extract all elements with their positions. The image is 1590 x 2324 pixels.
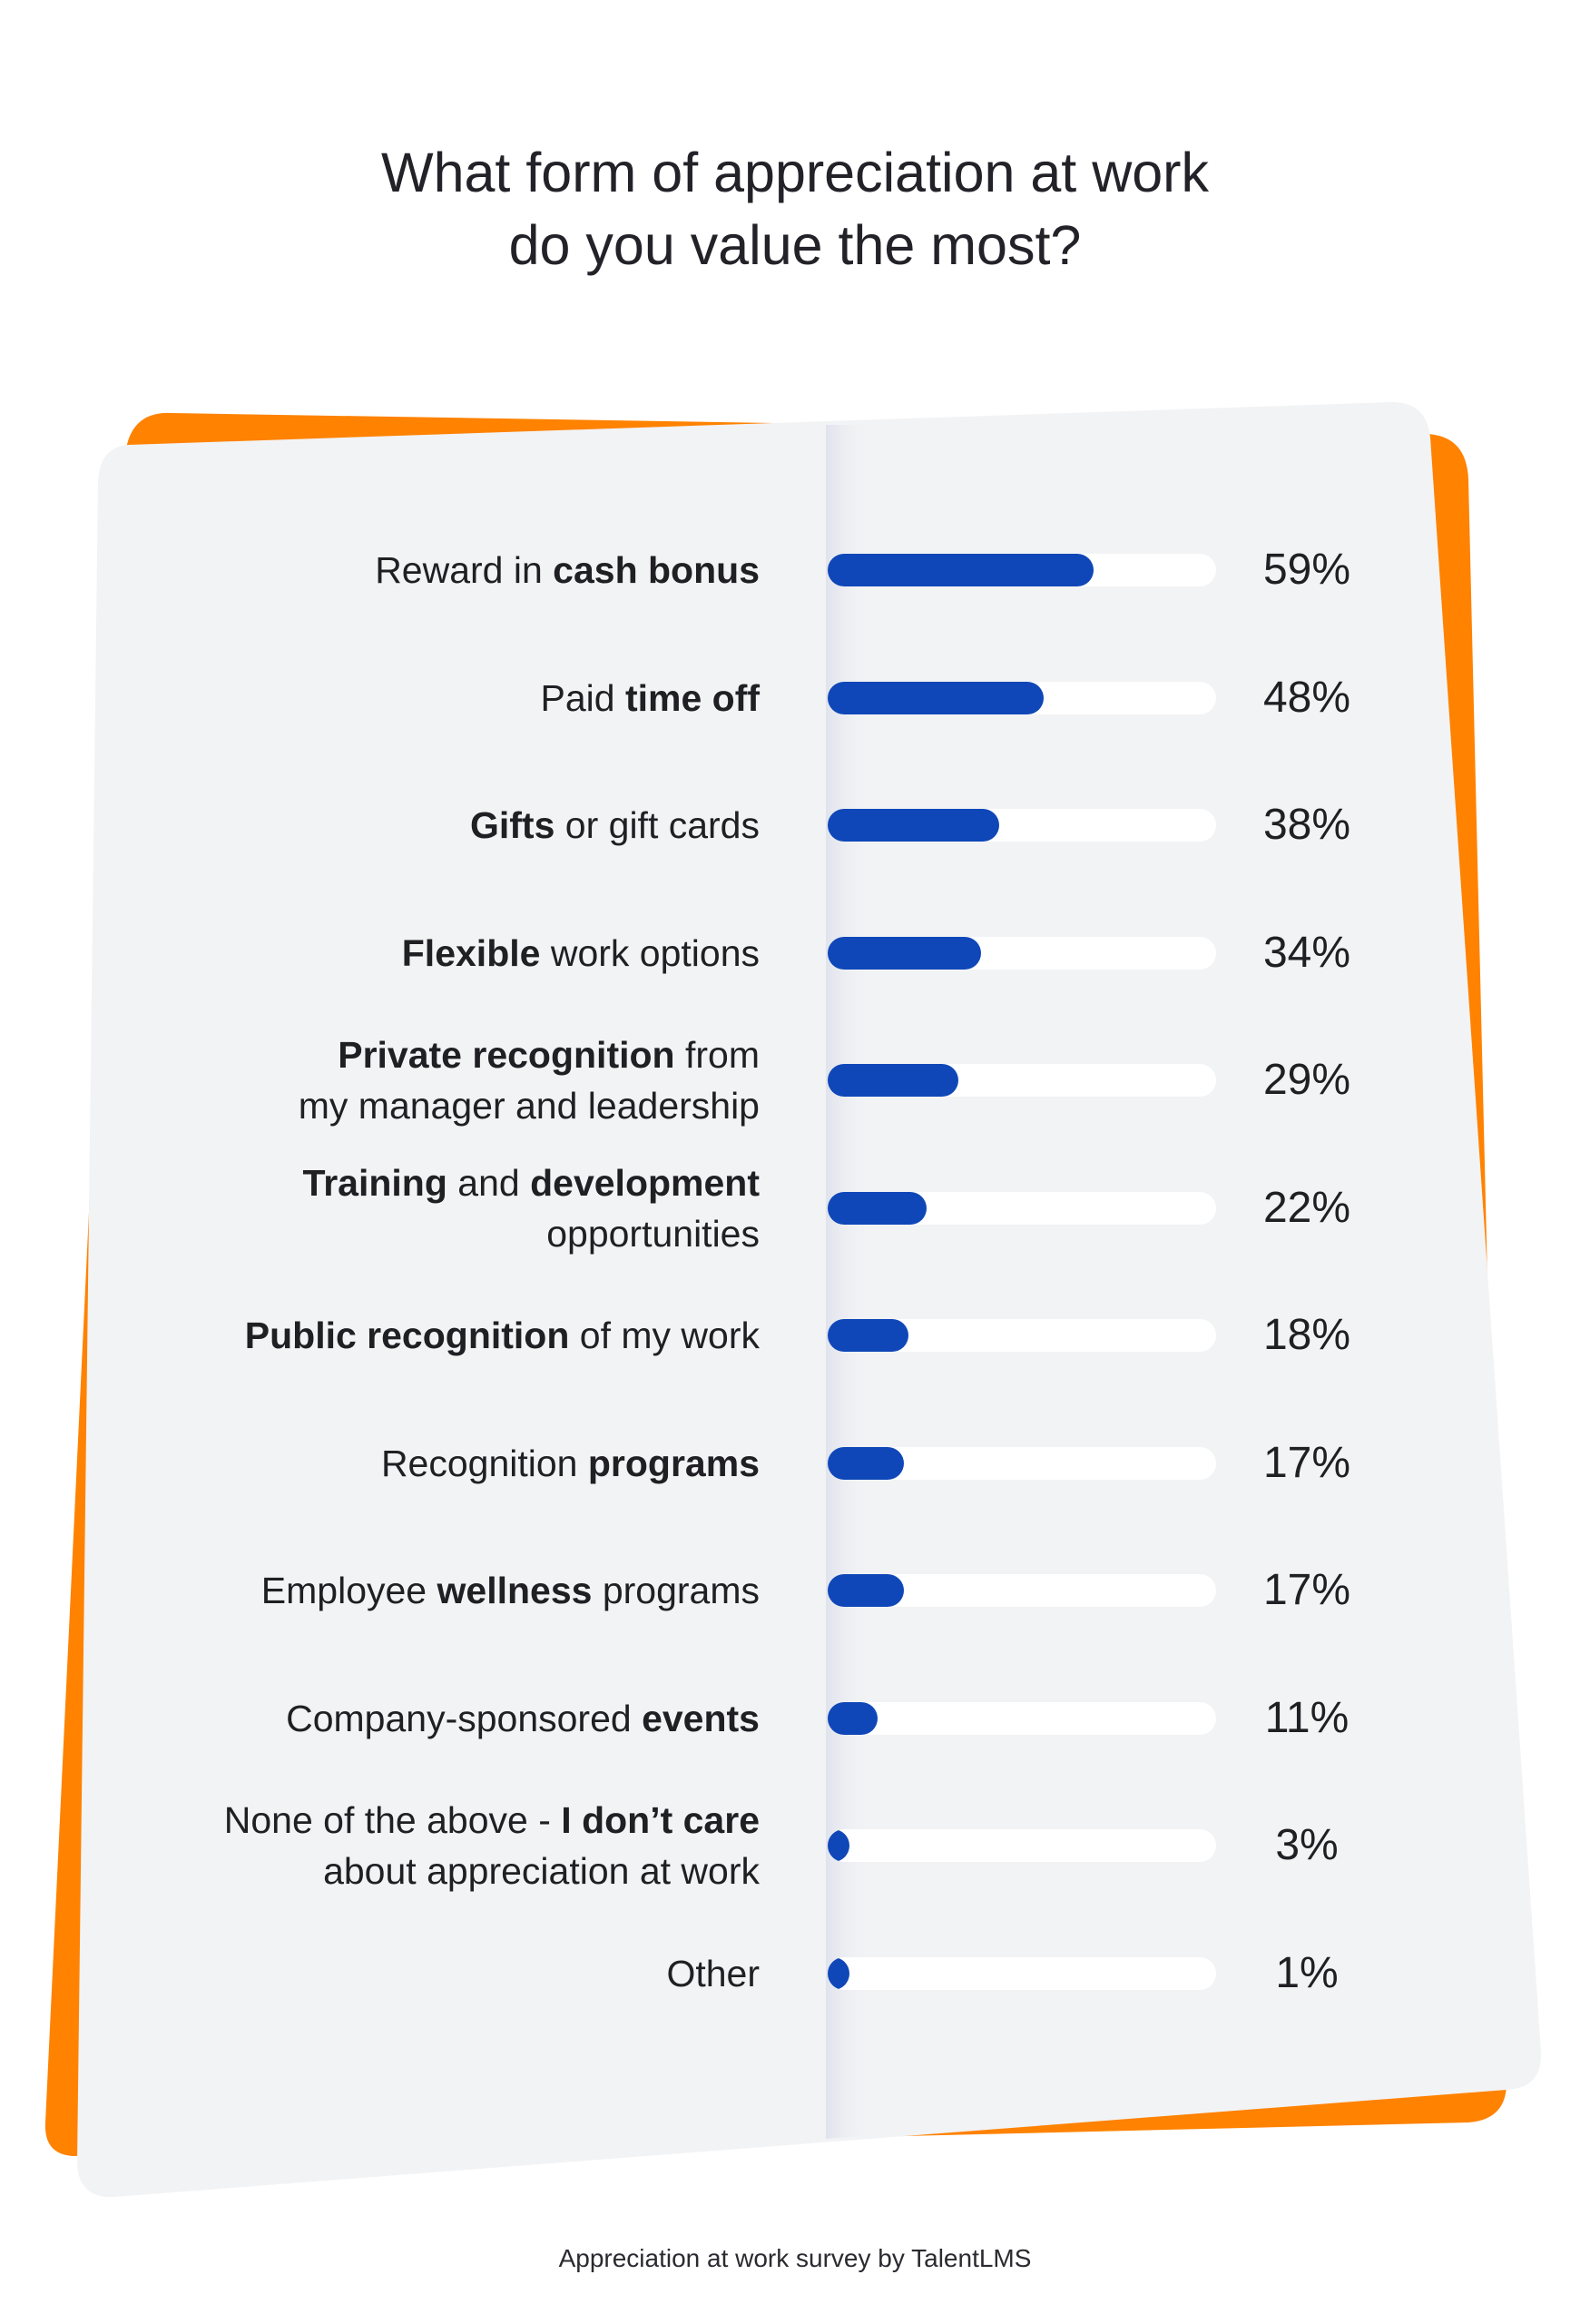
bar [828, 1191, 928, 1225]
bar [828, 1446, 905, 1480]
bar [828, 554, 1094, 586]
value-label: 59% [1262, 546, 1351, 594]
category-label: Company-sponsored events [286, 1697, 760, 1739]
title-line-2: do you value the most? [508, 214, 1082, 276]
bar-track [828, 936, 1216, 970]
category-label: Other [666, 1952, 760, 1994]
paper-card [77, 401, 1542, 2198]
value-label: 18% [1262, 1311, 1351, 1359]
value-label: 48% [1262, 673, 1351, 722]
value-label: 17% [1262, 1438, 1351, 1487]
category-label: Private recognition from my manager and l… [298, 1034, 760, 1127]
value-label: 1% [1275, 1948, 1339, 1997]
bar [828, 1701, 878, 1735]
bar [828, 1574, 905, 1607]
source-footnote: Appreciation at work survey by TalentLMS [558, 2244, 1032, 2272]
category-label: Flexible work options [401, 931, 760, 974]
bar-track [828, 1319, 1216, 1352]
value-label: 22% [1262, 1183, 1351, 1232]
category-label: Gifts or gift cards [470, 804, 760, 846]
title-line-1: What form of appreciation at work [381, 142, 1209, 203]
bar [828, 809, 999, 842]
bar-track [828, 554, 1216, 586]
category-label: Employee wellness programs [260, 1570, 760, 1611]
category-label: Paid time off [540, 676, 761, 719]
value-label: 3% [1275, 1821, 1339, 1869]
bar-track [828, 1191, 1216, 1225]
bar-track [828, 1956, 1216, 1990]
chart-title: What form of appreciation at work do you… [0, 136, 1590, 281]
category-label: Recognition programs [380, 1442, 760, 1484]
bar [828, 681, 1045, 714]
bar-track [828, 1829, 1216, 1862]
value-label: 17% [1262, 1566, 1351, 1614]
bar [828, 1829, 849, 1862]
value-label: 38% [1262, 801, 1351, 849]
category-label: Training and development opportunities [302, 1161, 760, 1255]
value-label: 29% [1262, 1056, 1351, 1104]
bar-track [828, 809, 1216, 842]
category-label: Public recognition of my work [244, 1315, 760, 1356]
category-label: None of the above - I don’t care about ap… [223, 1799, 760, 1892]
category-label: Reward in cash bonus [375, 549, 760, 591]
bar [828, 1064, 958, 1097]
bar-track [828, 1701, 1216, 1735]
bar-track [828, 1574, 1216, 1607]
bar [828, 1319, 909, 1352]
bar-track [828, 681, 1216, 714]
bar [828, 1956, 849, 1990]
bar-track [828, 1446, 1216, 1480]
value-label: 11% [1264, 1693, 1350, 1742]
value-label: 34% [1262, 928, 1351, 977]
bar-track [828, 1064, 1216, 1097]
bar [828, 936, 981, 970]
